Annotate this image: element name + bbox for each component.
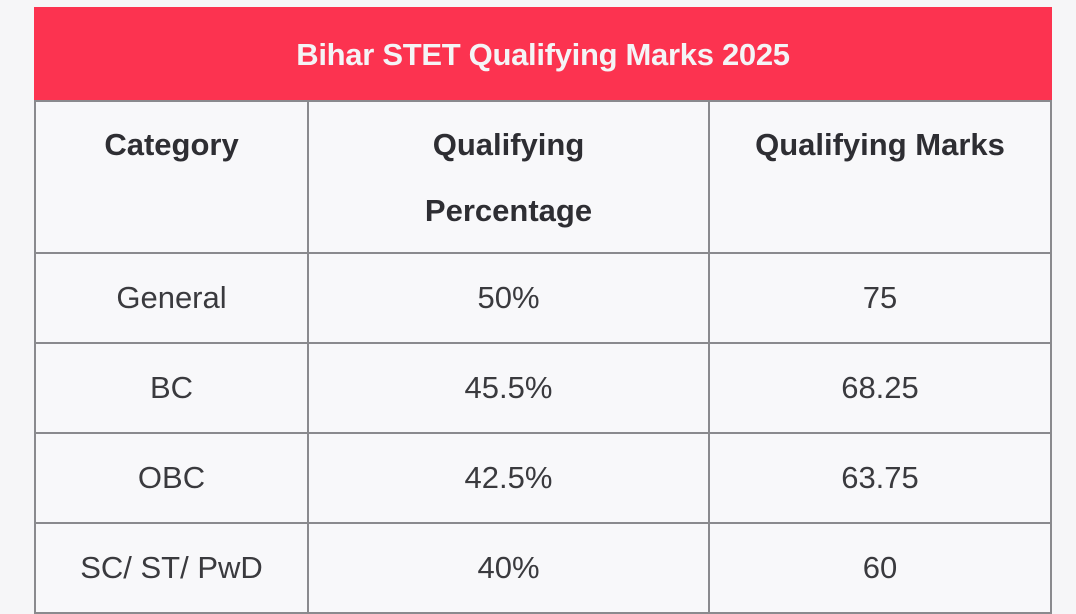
column-header-qualifying-percentage: Qualifying Percentage bbox=[307, 100, 710, 254]
cell-marks: 75 bbox=[708, 252, 1052, 344]
column-header-category: Category bbox=[34, 100, 309, 254]
cell-category: BC bbox=[34, 342, 309, 434]
cell-category: SC/ ST/ PwD bbox=[34, 522, 309, 614]
table-row: OBC 42.5% 63.75 bbox=[34, 432, 1052, 524]
cell-percentage: 40% bbox=[307, 522, 710, 614]
cell-percentage: 42.5% bbox=[307, 432, 710, 524]
cell-marks: 60 bbox=[708, 522, 1052, 614]
column-header-line: Qualifying bbox=[432, 127, 585, 162]
table-row: BC 45.5% 68.25 bbox=[34, 342, 1052, 434]
cell-category: OBC bbox=[34, 432, 309, 524]
cell-marks: 63.75 bbox=[708, 432, 1052, 524]
table-title-row: Bihar STET Qualifying Marks 2025 bbox=[34, 7, 1052, 102]
table-row: General 50% 75 bbox=[34, 252, 1052, 344]
column-header-qualifying-marks: Qualifying Marks bbox=[708, 100, 1052, 254]
table-row: SC/ ST/ PwD 40% 60 bbox=[34, 522, 1052, 614]
cell-marks: 68.25 bbox=[708, 342, 1052, 434]
column-header-line: Percentage bbox=[424, 193, 593, 228]
table-title: Bihar STET Qualifying Marks 2025 bbox=[34, 7, 1052, 102]
cell-percentage: 45.5% bbox=[307, 342, 710, 434]
cell-category: General bbox=[34, 252, 309, 344]
qualifying-marks-table: Bihar STET Qualifying Marks 2025 Categor… bbox=[34, 7, 1052, 614]
qualifying-marks-table-container: Bihar STET Qualifying Marks 2025 Categor… bbox=[34, 7, 1052, 614]
cell-percentage: 50% bbox=[307, 252, 710, 344]
table-header-row: Category Qualifying Percentage Qualifyin… bbox=[34, 100, 1052, 254]
